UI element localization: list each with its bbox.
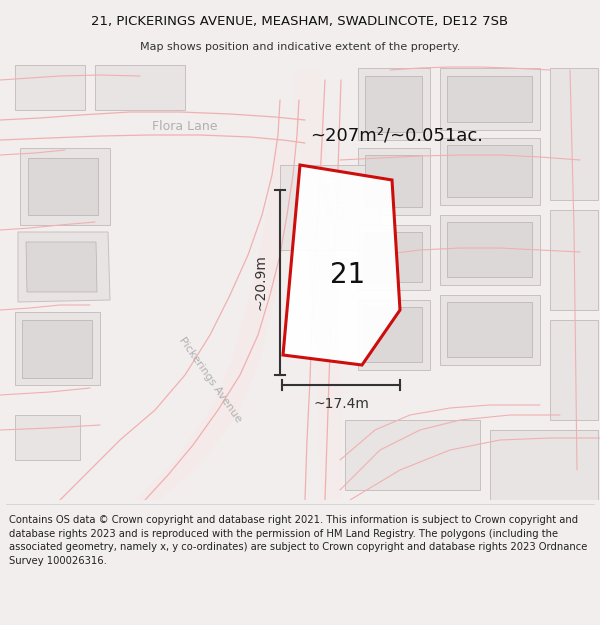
Polygon shape <box>20 148 110 225</box>
Text: 21, PICKERINGS AVENUE, MEASHAM, SWADLINCOTE, DE12 7SB: 21, PICKERINGS AVENUE, MEASHAM, SWADLINC… <box>91 15 509 28</box>
Text: Map shows position and indicative extent of the property.: Map shows position and indicative extent… <box>140 42 460 52</box>
Polygon shape <box>18 232 110 302</box>
Text: Flora Lane: Flora Lane <box>152 121 218 134</box>
Polygon shape <box>95 65 185 110</box>
Text: ~20.9m: ~20.9m <box>254 254 268 311</box>
Polygon shape <box>22 320 92 378</box>
Polygon shape <box>358 225 430 290</box>
Polygon shape <box>365 76 422 132</box>
Polygon shape <box>15 415 80 460</box>
Polygon shape <box>358 300 430 370</box>
Polygon shape <box>490 430 598 500</box>
Polygon shape <box>440 215 540 285</box>
Text: ~207m²/~0.051ac.: ~207m²/~0.051ac. <box>310 127 483 145</box>
Polygon shape <box>283 165 400 365</box>
Polygon shape <box>440 295 540 365</box>
Polygon shape <box>550 68 598 200</box>
Polygon shape <box>293 70 342 500</box>
Polygon shape <box>447 76 532 122</box>
Text: Pickerings Avenue: Pickerings Avenue <box>177 336 243 424</box>
Polygon shape <box>358 148 430 215</box>
Polygon shape <box>550 210 598 310</box>
Text: ~17.4m: ~17.4m <box>313 397 369 411</box>
Polygon shape <box>447 222 532 277</box>
Polygon shape <box>365 307 422 362</box>
Polygon shape <box>365 232 422 282</box>
Text: Contains OS data © Crown copyright and database right 2021. This information is : Contains OS data © Crown copyright and d… <box>9 515 587 566</box>
Polygon shape <box>15 65 85 110</box>
Polygon shape <box>447 145 532 197</box>
Polygon shape <box>15 312 100 385</box>
Polygon shape <box>440 68 540 130</box>
Polygon shape <box>345 420 480 490</box>
Text: Pickering
Avenue: Pickering Avenue <box>317 176 346 224</box>
Polygon shape <box>358 68 430 140</box>
Text: 21: 21 <box>330 261 365 289</box>
Polygon shape <box>280 165 380 250</box>
Polygon shape <box>447 302 532 357</box>
Polygon shape <box>365 155 422 207</box>
Polygon shape <box>550 320 598 420</box>
Polygon shape <box>28 158 98 215</box>
Polygon shape <box>440 138 540 205</box>
Polygon shape <box>26 242 97 292</box>
Polygon shape <box>100 140 295 500</box>
